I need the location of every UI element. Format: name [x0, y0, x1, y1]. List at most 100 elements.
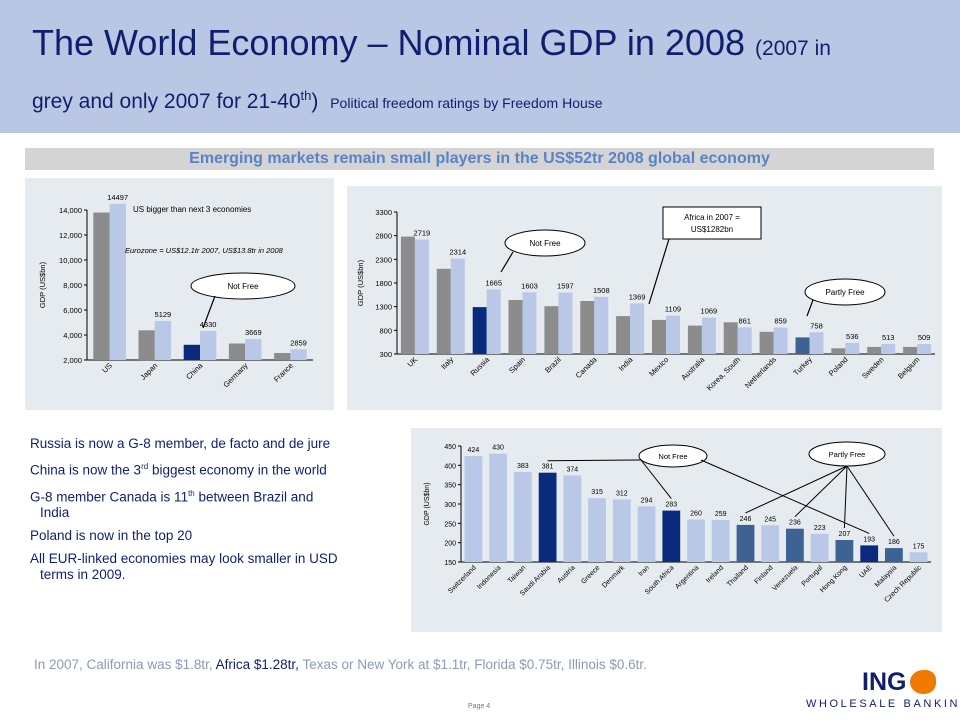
- chart-panel-top5: 2,000 4,000 6,000 8,000 10,000 12,000 14,000 GD…: [25, 178, 334, 410]
- bar: [723, 322, 738, 354]
- data-label: 245: [764, 516, 776, 523]
- bar: [472, 307, 487, 354]
- category-label: Japan: [138, 361, 159, 382]
- category-label: US: [100, 361, 114, 375]
- chart-panel-6-20: 300 800 1300 1800 2300 2800 3300 GDP (US$bn) 271…: [347, 186, 942, 410]
- bullet-item: China is now the 3rd biggest economy in …: [30, 459, 346, 479]
- y-tick-label: 2,000: [63, 356, 82, 365]
- bar: [522, 292, 537, 354]
- category-label: France: [272, 361, 295, 384]
- data-label: 1597: [557, 282, 574, 291]
- bar: [666, 315, 680, 354]
- data-label: 2314: [449, 248, 466, 257]
- y-tick-label: 400: [444, 463, 456, 470]
- callout-box: [662, 206, 762, 240]
- data-label: 2859: [290, 338, 307, 347]
- bar: [274, 353, 291, 360]
- bullet-text: between Brazil and India: [40, 489, 314, 520]
- page-subtitle: grey and only 2007 for 21-40th) Politica…: [32, 88, 603, 114]
- title-sup: th: [300, 88, 312, 103]
- data-label: 859: [774, 317, 787, 326]
- callout-arrow: [806, 299, 814, 317]
- bullet-text: biggest economy in the world: [148, 462, 327, 478]
- bar: [508, 300, 523, 354]
- data-label: 381: [542, 464, 554, 471]
- bar: [701, 317, 716, 354]
- data-label: 536: [846, 332, 859, 341]
- bullet-item: G-8 member Canada is 11th between Brazil…: [30, 486, 346, 522]
- y-tick-label: 1800: [375, 279, 392, 288]
- header: The World Economy – Nominal GDP in 2008 …: [0, 0, 960, 133]
- data-label: 424: [468, 447, 480, 454]
- bullet-text: China is now the 3: [30, 462, 142, 478]
- category-label: Ireland: [705, 564, 725, 584]
- title-close: ): [311, 90, 319, 113]
- page-number: Page 4: [468, 703, 491, 710]
- category-label: Indonesia: [476, 564, 502, 590]
- category-label: Venezuela: [771, 564, 799, 592]
- chart-21-40: 150 200 250 300 350 400 450 GDP (US$bn) 424 Switz…: [424, 441, 931, 604]
- y-tick-label: 150: [444, 560, 456, 567]
- category-label: Hong Kong: [819, 564, 849, 594]
- bar: [612, 499, 631, 562]
- callout-arrow: [202, 295, 216, 329]
- category-label: Canada: [574, 354, 600, 380]
- callout-label: Not Free: [227, 282, 259, 291]
- bar: [831, 348, 846, 354]
- data-label: 236: [789, 520, 801, 527]
- title-main: The World Economy – Nominal GDP in 2008: [32, 22, 746, 63]
- data-label: 246: [740, 516, 752, 523]
- data-label: 430: [492, 445, 504, 452]
- category-label: Russia: [468, 354, 491, 377]
- bullet-text: Russia is now a G-8 member, de facto and…: [30, 436, 331, 451]
- bar: [245, 339, 262, 360]
- callout-arrow: [843, 465, 848, 529]
- bar: [652, 319, 666, 354]
- callout-label: Not Free: [658, 452, 687, 461]
- data-label: 4330: [200, 320, 217, 329]
- bar: [200, 330, 217, 360]
- bar: [558, 292, 573, 354]
- data-label: 1109: [665, 305, 681, 314]
- bar: [464, 456, 483, 562]
- title-line2: grey and only 2007 for 21-40: [32, 90, 301, 113]
- data-label: 3669: [245, 328, 262, 337]
- category-label: Argentina: [674, 564, 700, 590]
- data-label: 1369: [629, 292, 646, 301]
- y-tick-label: 10,000: [59, 256, 82, 265]
- bar: [588, 498, 606, 562]
- y-tick-label: 3300: [375, 208, 392, 217]
- bar: [594, 296, 609, 354]
- callout-label: Africa in 2007 =: [684, 213, 740, 222]
- callout-arrow: [745, 465, 848, 514]
- bar: [737, 327, 752, 354]
- category-label: Switzerland: [447, 564, 478, 595]
- y-axis-label: GDP (US$bn): [424, 482, 431, 525]
- bar: [917, 344, 932, 354]
- chart-top5: 2,000 4,000 6,000 8,000 10,000 12,000 14,000 GD…: [38, 193, 313, 389]
- callout-arrow: [846, 465, 895, 537]
- bullet-item: All EUR-linked economies may look smalle…: [30, 551, 346, 583]
- category-label: Greece: [580, 564, 601, 585]
- data-label: 14497: [107, 193, 128, 202]
- data-label: 259: [715, 511, 727, 518]
- data-label: 223: [814, 525, 826, 532]
- annotation-text: Eurozone = US$12.1tr 2007, US$13.8tr in …: [125, 246, 284, 255]
- bar: [290, 349, 307, 360]
- data-label: 2719: [414, 229, 431, 238]
- bar: [867, 346, 882, 354]
- bar: [436, 268, 451, 354]
- callout-label: Not Free: [529, 239, 561, 248]
- bar: [881, 343, 896, 354]
- callout-arrow: [648, 238, 670, 305]
- bullet-sup: th: [188, 488, 195, 498]
- data-label: 861: [738, 316, 751, 325]
- bullet-item: Russia is now a G-8 member, de facto and…: [30, 436, 346, 452]
- y-tick-label: 6,000: [63, 306, 82, 315]
- category-label: Brazil: [543, 355, 563, 375]
- bar: [662, 510, 681, 562]
- bar: [786, 528, 804, 562]
- callout-arrow: [794, 465, 848, 518]
- title-note: Political freedom ratings by Freedom Hou…: [330, 95, 603, 111]
- y-tick-label: 250: [444, 521, 456, 528]
